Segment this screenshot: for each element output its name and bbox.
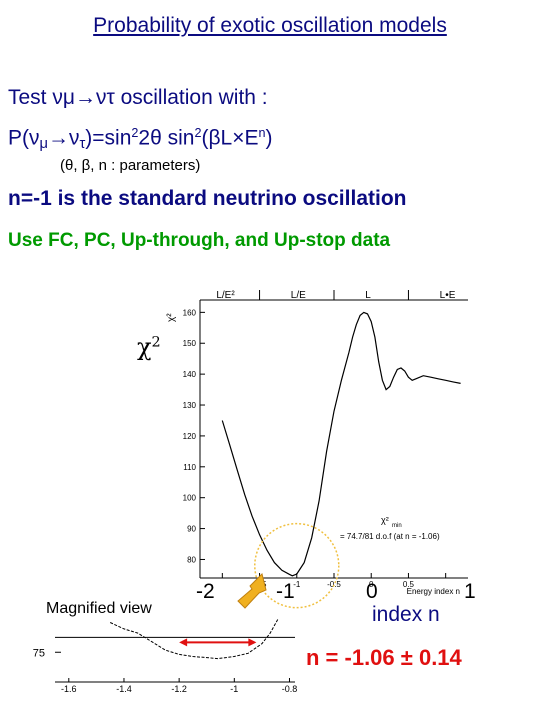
inset-x-tick-label: -1.6 — [61, 684, 77, 694]
formula-part: 2θ sin — [138, 126, 195, 150]
top-label: L/E — [291, 290, 306, 301]
inset-x-tick-label: -0.8 — [282, 684, 298, 694]
y-tick-label: 80 — [187, 555, 196, 564]
y-axis-symbol: χ² — [166, 313, 177, 322]
formula-part: (βL×E — [201, 126, 259, 150]
formula-part: P(ν — [8, 126, 40, 150]
fit-result: n = -1.06 ± 0.14 — [306, 645, 462, 670]
standard-oscillation-note: n=-1 is the standard neutrino oscillatio… — [8, 187, 407, 210]
y-tick-label: 100 — [183, 494, 197, 503]
big-tick-label: -2 — [196, 580, 215, 603]
big-tick-label: 1 — [464, 580, 476, 603]
y-tick-label: 160 — [183, 308, 197, 317]
magnified-view-label: Magnified view — [46, 600, 152, 617]
x-tick-label: 0 — [369, 580, 374, 589]
interval-arrow-head-left — [179, 638, 188, 647]
y-tick-label: 140 — [183, 370, 197, 379]
y-tick-label: 110 — [183, 463, 196, 472]
y-tick-label: 130 — [183, 401, 197, 410]
interval-arrow-head-right — [248, 638, 257, 647]
data-used-note: Use FC, PC, Up-through, and Up-stop data — [8, 230, 391, 251]
top-label: L/E² — [216, 290, 235, 301]
magnify-arrow — [237, 573, 267, 609]
inset-curve — [109, 618, 279, 660]
formula-sup: 2 — [194, 126, 202, 140]
chi2-axis-symbol: χ2 — [137, 333, 161, 361]
probability-formula: P(νμ→ντ)=sin22θ sin2(βL×En) — [8, 126, 273, 152]
minimum-highlight-circle — [254, 522, 340, 609]
formula-sup-n: n — [258, 126, 266, 140]
inset-x-tick-label: -1.2 — [171, 684, 187, 694]
index-n-label: index n — [372, 603, 440, 626]
formula-sup: 2 — [131, 126, 139, 140]
test-line: Test νμ→ντ oscillation with : — [8, 86, 268, 109]
top-label: L•E — [440, 290, 456, 301]
big-tick-label: -1 — [276, 580, 295, 603]
big-tick-label: 0 — [366, 580, 378, 603]
formula-part: →ν — [47, 126, 80, 150]
annotation-chi2-symbol: χ² — [381, 515, 389, 525]
annotation-chi2-sub: min — [392, 523, 402, 529]
x-tick-label: 0.5 — [403, 580, 415, 589]
formula-sub-mu: μ — [39, 136, 48, 153]
chi2-symbol: χ — [137, 333, 152, 361]
inset-x-tick-label: -1 — [230, 684, 238, 694]
chi2-sup: 2 — [151, 334, 161, 351]
x-tick-label: -1 — [293, 580, 301, 589]
y-tick-label: 120 — [183, 432, 197, 441]
inset-x-tick-label: -1.4 — [116, 684, 132, 694]
formula-sub-tau: τ — [79, 136, 86, 153]
formula-part: )=sin — [85, 126, 132, 150]
annotation-text: = 74.7/81 d.o.f (at n = -1.06) — [340, 532, 440, 541]
parameters-note: (θ, β, n : parameters) — [60, 157, 201, 174]
x-axis-label: Energy index n — [407, 587, 460, 596]
slide-title: Probability of exotic oscillation models — [93, 14, 447, 37]
inset-y-tick-label: 75 — [33, 647, 45, 659]
chi2-curve — [221, 311, 461, 577]
y-tick-label: 150 — [183, 339, 197, 348]
top-label: L — [365, 290, 371, 301]
formula-part: ) — [265, 126, 273, 150]
y-tick-label: 90 — [187, 525, 196, 534]
x-tick-label: -0.5 — [327, 580, 341, 589]
